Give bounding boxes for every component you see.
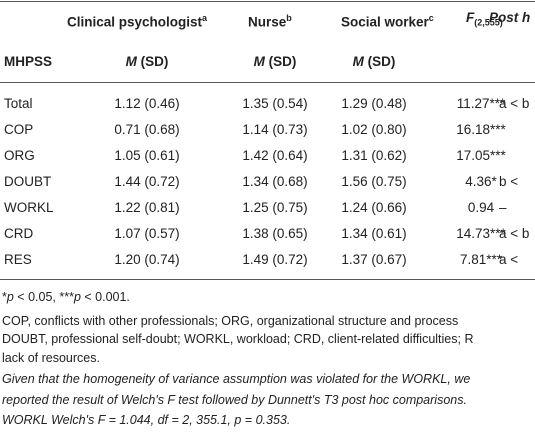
header-rule: [0, 82, 535, 83]
header-superscript: a: [202, 13, 208, 23]
stat-header: M (SD): [126, 53, 169, 71]
footnote-text: < 0.001.: [80, 290, 130, 304]
row-label: ORG: [4, 148, 35, 163]
table-cell: a <: [499, 252, 519, 267]
row-label: Total: [4, 96, 33, 111]
table-cell: 4.36*: [465, 174, 497, 189]
table-cell: 14.73***: [456, 226, 506, 241]
table-cell: a < b: [499, 96, 530, 111]
table-cell: 0.71 (0.68): [114, 122, 180, 137]
row-label: WORKL: [4, 200, 54, 215]
bottom-rule: [0, 279, 535, 280]
table-cell: b <: [499, 174, 519, 189]
footnote-text: p: [6, 290, 14, 304]
table-cell: 11.27***: [456, 96, 506, 111]
table-cell: 1.56 (0.75): [341, 174, 407, 189]
table-cell: 1.37 (0.67): [341, 252, 407, 267]
footnote-text: Given that the homogeneity of variance a…: [2, 372, 471, 386]
footnote-text: < 0.05, ***: [13, 290, 74, 304]
footnote-text: lack of resources.: [2, 351, 100, 365]
table-cell: 1.38 (0.65): [242, 226, 308, 241]
table-cell: 1.34 (0.68): [242, 174, 308, 189]
footnote-text: *: [2, 290, 7, 304]
footnote: *p < 0.05, ***p < 0.001.: [2, 289, 130, 305]
table-cell: 1.05 (0.61): [114, 148, 180, 163]
stat-text: (SD): [140, 54, 169, 69]
table-cell: a < b: [499, 226, 530, 241]
table-cell: 7.81***: [459, 252, 503, 267]
table-cell: 1.44 (0.72): [114, 174, 180, 189]
table-cell: 1.24 (0.66): [341, 200, 407, 215]
top-rule: [0, 1, 535, 2]
column-header: F(2,555): [466, 9, 503, 32]
stat-text: (SD): [367, 54, 396, 69]
column-header: Post h: [489, 9, 530, 27]
table-cell: 0.94: [467, 200, 495, 215]
stat-symbol: M: [253, 54, 265, 69]
stat-header: M (SD): [254, 53, 297, 71]
table-cell: 1.29 (0.48): [341, 96, 407, 111]
header-superscript: b: [286, 13, 292, 23]
header-symbol: F: [466, 10, 475, 25]
table-cell: 1.49 (0.72): [242, 252, 308, 267]
stat-symbol: M: [352, 54, 364, 69]
header-text: Social worker: [341, 14, 429, 30]
footnote-text: DOUBT, professional self-doubt; WORKL, w…: [2, 332, 474, 346]
stat-header: M (SD): [353, 53, 396, 71]
footnote: Given that the homogeneity of variance a…: [2, 371, 470, 387]
footnote: DOUBT, professional self-doubt; WORKL, w…: [2, 331, 473, 347]
column-header: Clinical psychologista: [67, 9, 207, 32]
header-subscript: (2,555): [474, 17, 503, 28]
table-cell: 1.22 (0.81): [114, 200, 180, 215]
footnote: reported the result of Welch's F test fo…: [2, 392, 467, 408]
table-cell: 1.07 (0.57): [114, 226, 180, 241]
table-cell: 17.05***: [456, 148, 506, 163]
stat-symbol: M: [125, 54, 137, 69]
row-label: DOUBT: [4, 174, 52, 189]
footnote: lack of resources.: [2, 350, 100, 366]
table-cell: 1.31 (0.62): [341, 148, 407, 163]
footnote: COP, conflicts with other professionals;…: [2, 313, 458, 329]
row-label: RES: [4, 252, 32, 267]
header-text: Nurse: [248, 14, 287, 30]
table-cell: 1.12 (0.46): [114, 96, 180, 111]
header-text: Clinical psychologist: [67, 14, 203, 30]
table-cell: 1.35 (0.54): [242, 96, 308, 111]
column-header: Social workerc: [341, 9, 434, 32]
footnote-text: COP, conflicts with other professionals;…: [2, 314, 459, 328]
table-cell: 1.34 (0.61): [341, 226, 407, 241]
footnote: WORKL Welch's F = 1.044, df = 2, 355.1, …: [2, 412, 290, 428]
table-cell: –: [499, 200, 507, 215]
footnote-text: reported the result of Welch's F test fo…: [2, 393, 467, 407]
footnote-text: WORKL Welch's F = 1.044, df = 2, 355.1, …: [2, 413, 291, 427]
table-cell: 1.14 (0.73): [242, 122, 308, 137]
row-label: CRD: [4, 226, 34, 241]
table-cell: 1.02 (0.80): [341, 122, 407, 137]
table-cell: 16.18***: [456, 122, 506, 137]
table-cell: 1.42 (0.64): [242, 148, 308, 163]
footnote-text: p: [73, 290, 81, 304]
table-cell: 1.25 (0.75): [242, 200, 308, 215]
table-cell: 1.20 (0.74): [114, 252, 180, 267]
stat-text: (SD): [268, 54, 297, 69]
header-superscript: c: [428, 13, 434, 23]
row-header-label: MHPSS: [4, 54, 53, 69]
row-label: COP: [4, 122, 34, 137]
column-header: Nurseb: [248, 9, 292, 32]
header-text: Post h: [489, 10, 531, 25]
